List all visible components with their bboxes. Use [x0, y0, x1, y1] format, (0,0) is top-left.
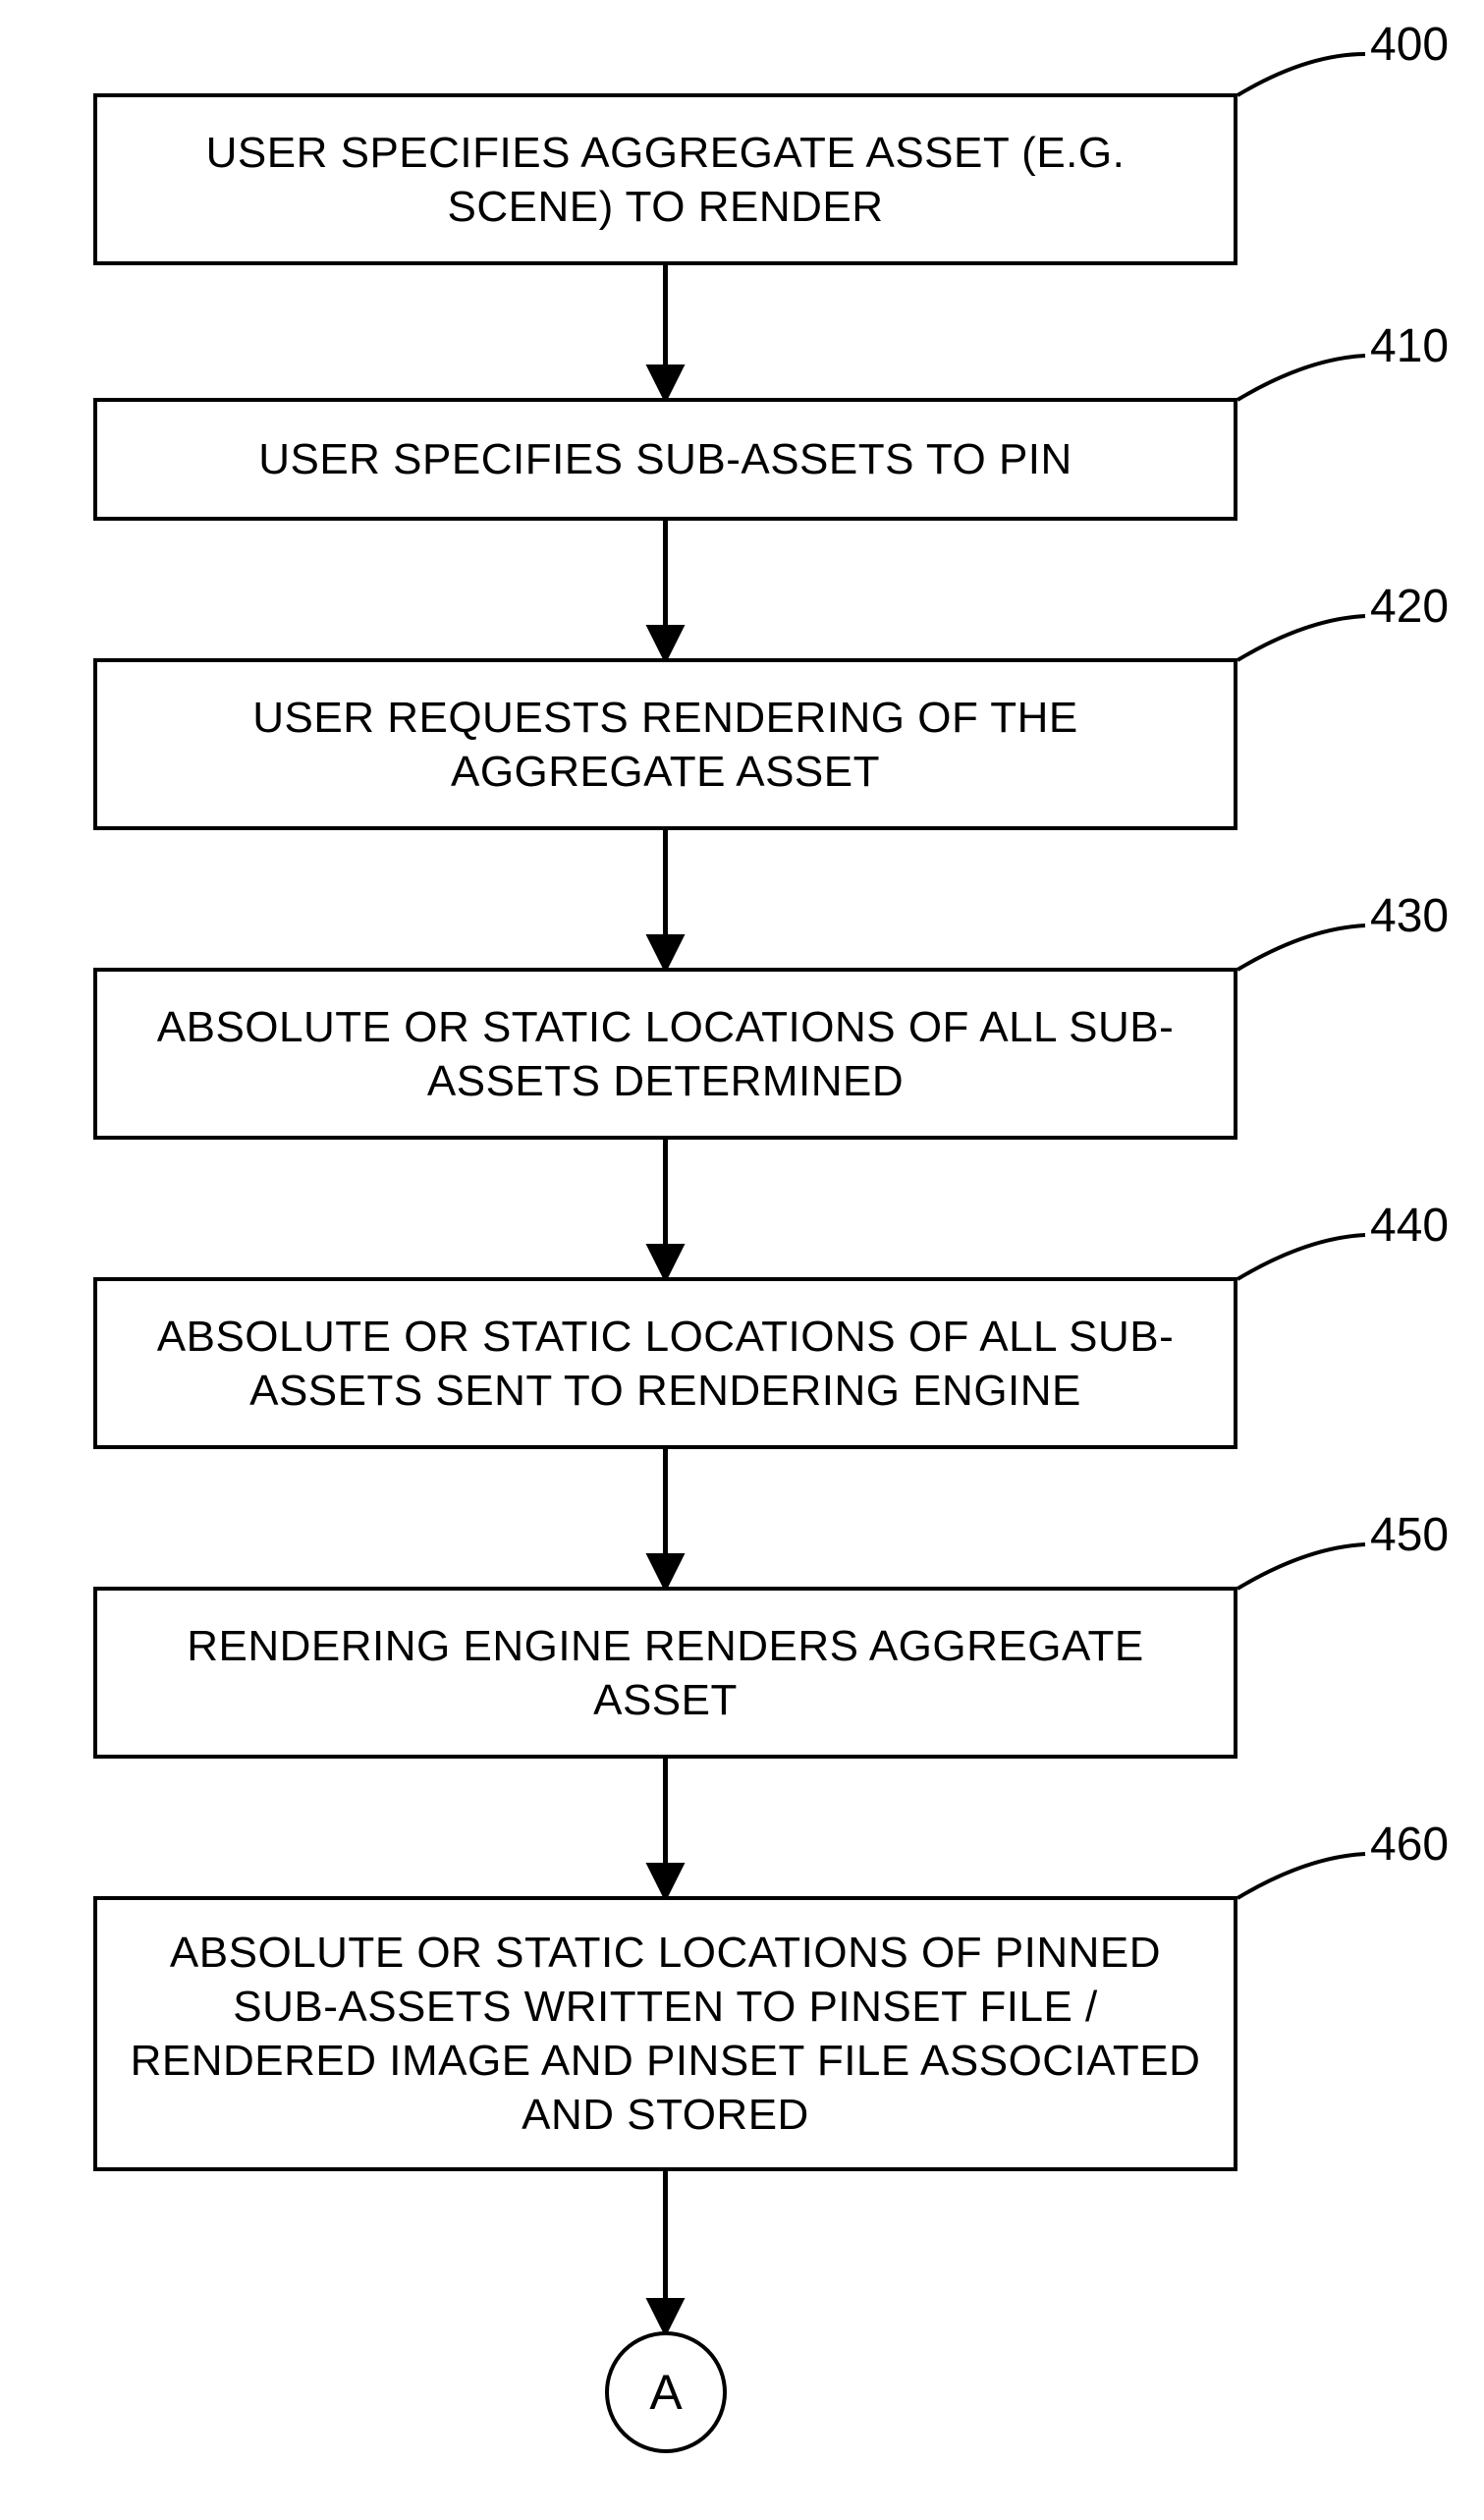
ref-leader-line	[1237, 616, 1365, 660]
flow-step-430: ABSOLUTE OR STATIC LOCATIONS OF ALL SUB-…	[93, 968, 1237, 1140]
ref-number-label: 400	[1370, 18, 1449, 72]
flow-step-420: USER REQUESTS RENDERING OF THE AGGREGATE…	[93, 658, 1237, 830]
ref-leader-line	[1237, 1544, 1365, 1589]
flow-step-text: USER REQUESTS RENDERING OF THE AGGREGATE…	[117, 691, 1214, 799]
ref-leader-line	[1237, 1854, 1365, 1898]
ref-leader-line	[1237, 54, 1365, 95]
ref-number-label: 430	[1370, 889, 1449, 943]
flow-step-text: USER SPECIFIES SUB-ASSETS TO PIN	[258, 432, 1072, 486]
ref-number-label: 450	[1370, 1508, 1449, 1562]
off-page-connector-label: A	[649, 2364, 682, 2421]
flow-step-text: RENDERING ENGINE RENDERS AGGREGATE ASSET	[117, 1619, 1214, 1727]
flow-step-text: ABSOLUTE OR STATIC LOCATIONS OF PINNED S…	[117, 1926, 1214, 2142]
flow-step-450: RENDERING ENGINE RENDERS AGGREGATE ASSET	[93, 1587, 1237, 1759]
flow-step-text: ABSOLUTE OR STATIC LOCATIONS OF ALL SUB-…	[117, 1310, 1214, 1418]
flowchart-canvas: USER SPECIFIES AGGREGATE ASSET (E.G. SCE…	[0, 0, 1484, 2520]
ref-leader-line	[1237, 925, 1365, 970]
off-page-connector: A	[605, 2331, 727, 2453]
flow-step-400: USER SPECIFIES AGGREGATE ASSET (E.G. SCE…	[93, 93, 1237, 265]
flow-step-410: USER SPECIFIES SUB-ASSETS TO PIN	[93, 398, 1237, 521]
ref-number-label: 410	[1370, 319, 1449, 373]
ref-leader-line	[1237, 1235, 1365, 1279]
flow-step-text: ABSOLUTE OR STATIC LOCATIONS OF ALL SUB-…	[117, 1000, 1214, 1108]
ref-number-label: 420	[1370, 580, 1449, 634]
flow-step-460: ABSOLUTE OR STATIC LOCATIONS OF PINNED S…	[93, 1896, 1237, 2171]
ref-number-label: 460	[1370, 1818, 1449, 1872]
flow-step-text: USER SPECIFIES AGGREGATE ASSET (E.G. SCE…	[117, 126, 1214, 234]
ref-number-label: 440	[1370, 1199, 1449, 1253]
flow-step-440: ABSOLUTE OR STATIC LOCATIONS OF ALL SUB-…	[93, 1277, 1237, 1449]
ref-leader-line	[1237, 356, 1365, 400]
